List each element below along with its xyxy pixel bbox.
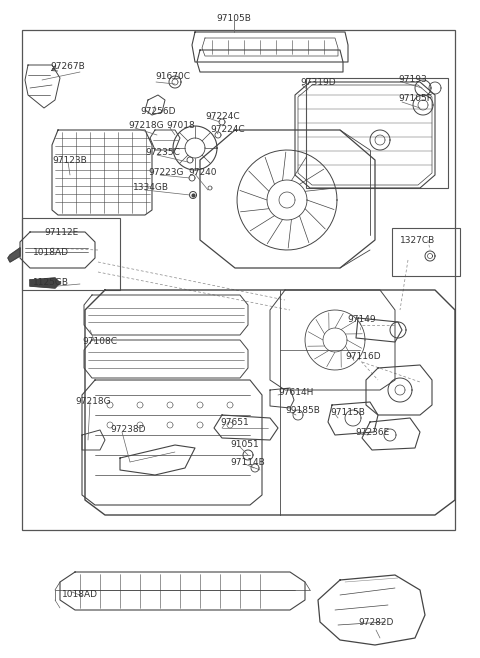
Text: 97240: 97240 [188, 168, 216, 177]
Text: 97116D: 97116D [345, 352, 381, 361]
Text: 99185B: 99185B [285, 406, 320, 415]
Text: 97267B: 97267B [50, 62, 85, 71]
Text: 97218G: 97218G [75, 397, 110, 406]
Text: 1018AD: 1018AD [62, 590, 98, 599]
Text: 97235C: 97235C [145, 148, 180, 157]
Text: 97149: 97149 [347, 315, 376, 324]
Text: 97112E: 97112E [44, 228, 78, 237]
Text: 97256D: 97256D [140, 107, 176, 116]
Text: 97114B: 97114B [230, 458, 265, 467]
Text: 97193: 97193 [398, 75, 427, 84]
Text: 97614H: 97614H [278, 388, 313, 397]
Text: 97123B: 97123B [52, 156, 87, 165]
Text: 91670C: 91670C [155, 72, 190, 81]
Text: 97218G: 97218G [128, 121, 164, 130]
Text: 97105B: 97105B [216, 14, 252, 23]
Text: 97236E: 97236E [355, 428, 389, 437]
Text: 1327CB: 1327CB [400, 236, 435, 245]
Bar [22, 30, 455, 530]
Text: 97224C: 97224C [205, 112, 240, 121]
Text: 97319D: 97319D [300, 78, 336, 87]
Polygon shape [30, 278, 60, 288]
Polygon shape [8, 248, 20, 262]
Bar [306, 78, 448, 188]
Text: 97224C: 97224C [210, 125, 245, 134]
Text: 1125GB: 1125GB [33, 278, 69, 287]
Text: 97282D: 97282D [358, 618, 394, 627]
Text: 91051: 91051 [230, 440, 259, 449]
Bar [22, 218, 120, 290]
Bar [392, 228, 460, 276]
Text: 97018: 97018 [166, 121, 195, 130]
Text: 1018AD: 1018AD [33, 248, 69, 257]
Text: 97238D: 97238D [110, 425, 145, 434]
Text: 97108C: 97108C [82, 337, 117, 346]
Text: 97651: 97651 [220, 418, 249, 427]
Text: 97223G: 97223G [148, 168, 183, 177]
Text: 97115B: 97115B [330, 408, 365, 417]
Text: 97105F: 97105F [398, 94, 432, 103]
Text: 1334GB: 1334GB [133, 183, 169, 192]
